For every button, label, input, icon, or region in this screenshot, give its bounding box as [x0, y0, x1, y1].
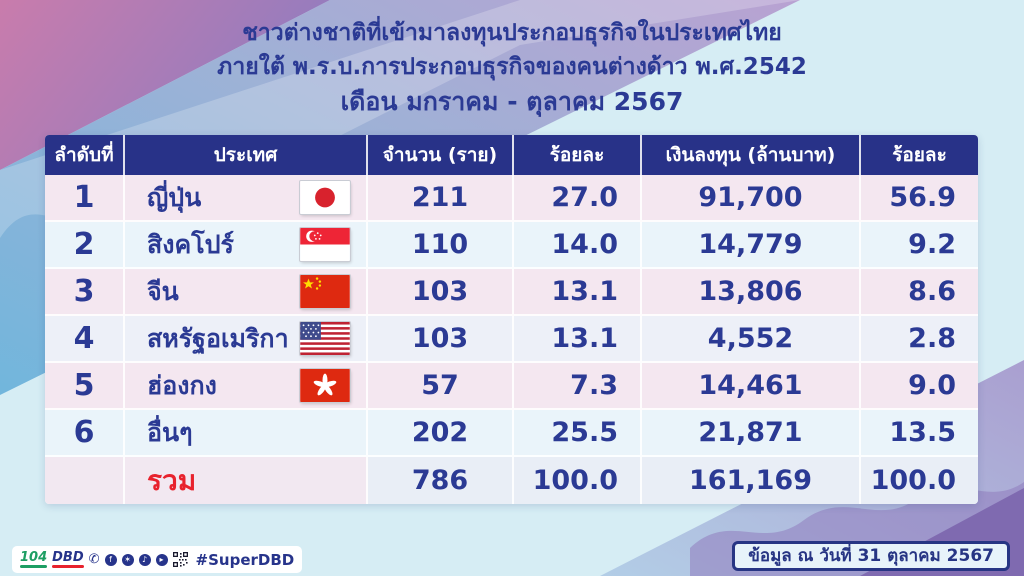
table-row: 6 อื่นๆ 202 25.5 21,871 13.5	[45, 410, 978, 457]
rank-value: 1	[45, 175, 125, 222]
youtube-icon: ▸	[155, 553, 168, 566]
country-cell: ญี่ปุ่น	[125, 175, 368, 222]
investment-value: 4,552	[642, 316, 861, 363]
count-pct-value: 13.1	[514, 316, 642, 363]
investment-value: 91,700	[642, 175, 861, 222]
footer-logo-strip: 104 DBD ✆ f ✶ ♪ ▸ #SuperDBD	[12, 546, 303, 573]
dbd-104-anniversary-logo: 104	[20, 551, 48, 568]
dbd-logo: DBD	[52, 551, 84, 568]
country-cell: อื่นๆ	[125, 410, 368, 457]
investment-pct-value: 56.9	[861, 175, 978, 222]
title-block: ชาวต่างชาติที่เข้ามาลงทุนประกอบธุรกิจในป…	[0, 16, 1024, 120]
count-pct-value: 13.1	[514, 269, 642, 316]
country-cell: สิงคโปร์	[125, 222, 368, 269]
data-as-of-date-badge: ข้อมูล ณ วันที่ 31 ตุลาคม 2567	[732, 541, 1010, 571]
header-count: จำนวน (ราย)	[368, 135, 514, 175]
hongkong-flag-icon	[300, 369, 350, 402]
investment-table: ลำดับที่ ประเทศ จำนวน (ราย) ร้อยละ เงินล…	[45, 135, 978, 504]
count-value: 103	[368, 269, 514, 316]
qr-code	[172, 552, 188, 567]
total-investment-pct: 100.0	[861, 457, 978, 504]
country-cell: สหรัฐอเมริกา	[125, 316, 368, 363]
investment-value: 14,779	[642, 222, 861, 269]
rank-value: 4	[45, 316, 125, 363]
table-total-row: รวม 786 100.0 161,169 100.0	[45, 457, 978, 504]
table-row: 4 สหรัฐอเมริกา 103 13.1 4,552 2.8	[45, 316, 978, 363]
investment-value: 14,461	[642, 363, 861, 410]
rank-value: 2	[45, 222, 125, 269]
count-value: 57	[368, 363, 514, 410]
singapore-flag-icon	[300, 228, 350, 261]
page-title-line2: ภายใต้ พ.ร.บ.การประกอบธุรกิจของคนต่างด้า…	[217, 54, 807, 80]
rank-value: 3	[45, 269, 125, 316]
page-title-line1: ชาวต่างชาติที่เข้ามาลงทุนประกอบธุรกิจในป…	[242, 20, 782, 46]
investment-value: 13,806	[642, 269, 861, 316]
table-row: 1 ญี่ปุ่น 211 27.0 91,700 56.9	[45, 175, 978, 222]
count-value: 103	[368, 316, 514, 363]
rank-value: 6	[45, 410, 125, 457]
line-icon: ✶	[121, 553, 134, 566]
total-label: รวม	[125, 457, 368, 504]
country-name: ญี่ปุ่น	[147, 182, 202, 212]
facebook-icon: f	[104, 553, 117, 566]
page-title-period: เดือน มกราคม - ตุลาคม 2567	[340, 87, 684, 116]
count-value: 202	[368, 410, 514, 457]
china-flag-icon	[300, 275, 350, 308]
country-name: จีน	[147, 276, 179, 306]
count-value: 211	[368, 175, 514, 222]
table-row: 5 ฮ่องกง 57 7.3 14,461 9.0	[45, 363, 978, 410]
investment-pct-value: 8.6	[861, 269, 978, 316]
table-row: 3 จีน 103 13.1 13,806 8.6	[45, 269, 978, 316]
usa-flag-icon	[300, 322, 350, 355]
superdbd-hashtag: #SuperDBD	[195, 550, 295, 569]
investment-pct-value: 2.8	[861, 316, 978, 363]
phone-icon: ✆	[88, 552, 100, 567]
count-pct-value: 14.0	[514, 222, 642, 269]
header-count-pct: ร้อยละ	[514, 135, 642, 175]
investment-pct-value: 9.0	[861, 363, 978, 410]
country-name: สิงคโปร์	[147, 229, 234, 259]
country-cell: จีน	[125, 269, 368, 316]
count-value: 110	[368, 222, 514, 269]
investment-value: 21,871	[642, 410, 861, 457]
investment-pct-value: 13.5	[861, 410, 978, 457]
total-count: 786	[368, 457, 514, 504]
japan-flag-icon	[300, 181, 350, 214]
country-name: สหรัฐอเมริกา	[147, 323, 289, 353]
country-name: อื่นๆ	[147, 417, 193, 447]
tiktok-icon: ♪	[138, 553, 151, 566]
count-pct-value: 25.5	[514, 410, 642, 457]
investment-pct-value: 9.2	[861, 222, 978, 269]
country-name: ฮ่องกง	[147, 370, 217, 400]
total-investment: 161,169	[642, 457, 861, 504]
table-row: 2 สิงคโปร์ 110 14.0 14,779 9.2	[45, 222, 978, 269]
country-cell: ฮ่องกง	[125, 363, 368, 410]
rank-empty	[45, 457, 125, 504]
header-investment: เงินลงทุน (ล้านบาท)	[642, 135, 861, 175]
header-rank: ลำดับที่	[45, 135, 125, 175]
rank-value: 5	[45, 363, 125, 410]
header-country: ประเทศ	[125, 135, 368, 175]
table-header-row: ลำดับที่ ประเทศ จำนวน (ราย) ร้อยละ เงินล…	[45, 135, 978, 175]
count-pct-value: 27.0	[514, 175, 642, 222]
header-investment-pct: ร้อยละ	[861, 135, 978, 175]
total-count-pct: 100.0	[514, 457, 642, 504]
count-pct-value: 7.3	[514, 363, 642, 410]
